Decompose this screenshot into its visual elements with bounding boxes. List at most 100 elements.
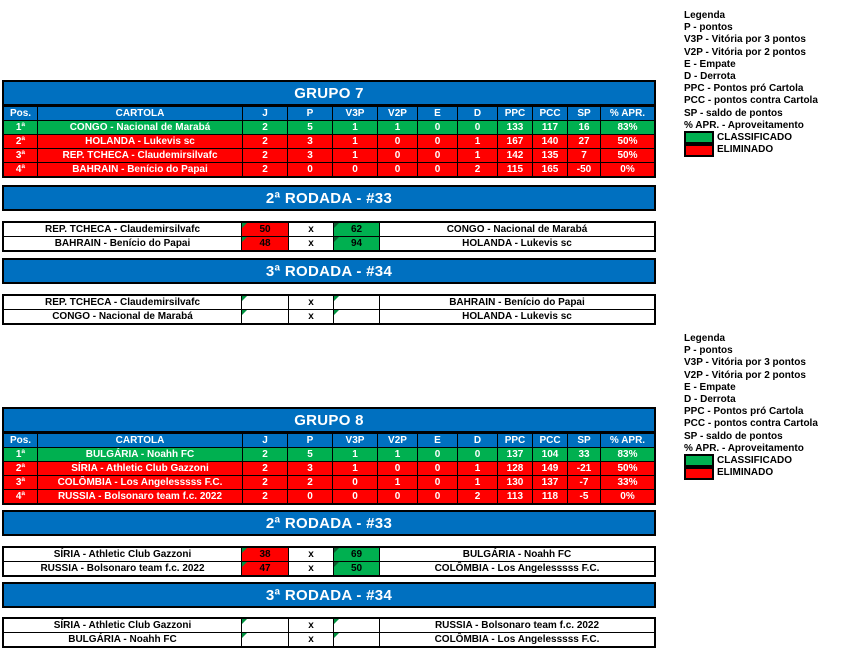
j-cell: 2 — [243, 121, 287, 134]
ppc-cell: 137 — [498, 448, 532, 461]
home-team: SÍRIA - Athletic Club Gazzoni — [4, 548, 241, 561]
v3p-cell: 0 — [333, 490, 377, 503]
cartola-cell: HOLANDA - Lukevis sc — [38, 135, 242, 148]
sp-cell: 7 — [568, 149, 600, 162]
home-team: BAHRAIN - Benício do Papai — [4, 237, 241, 250]
col-header-j: J — [243, 434, 287, 447]
p-cell: 0 — [288, 490, 332, 503]
legend-eliminated-label: ELIMINADO — [717, 144, 774, 156]
j-cell: 2 — [243, 448, 287, 461]
p-cell: 5 — [288, 448, 332, 461]
ppc-cell: 128 — [498, 462, 532, 475]
col-header-e: E — [418, 107, 457, 120]
ppc-cell: 130 — [498, 476, 532, 489]
apr-cell: 83% — [601, 121, 654, 134]
d-cell: 1 — [458, 135, 497, 148]
group7-title-bar: GRUPO 7 — [2, 80, 656, 106]
home-score: 48 — [242, 237, 288, 250]
col-header-sp: SP — [568, 107, 600, 120]
away-score — [334, 296, 379, 309]
sp-cell: -21 — [568, 462, 600, 475]
col-header-apr: % APR. — [601, 434, 654, 447]
pcc-cell: 149 — [533, 462, 567, 475]
legend-eliminated: ELIMINADO — [684, 143, 857, 157]
d-cell: 2 — [458, 490, 497, 503]
col-header-ppc: PPC — [498, 434, 532, 447]
pcc-cell: 118 — [533, 490, 567, 503]
v2p-cell: 0 — [378, 149, 417, 162]
col-header-v3p: V3P — [333, 107, 377, 120]
away-score — [334, 310, 379, 323]
legend-item: PPC - Pontos pró Cartola — [684, 83, 804, 95]
sp-cell: -50 — [568, 163, 600, 176]
col-header-e: E — [418, 434, 457, 447]
j-cell: 2 — [243, 149, 287, 162]
group7-round3-title: 3ª RODADA - #34 — [265, 262, 393, 280]
cartola-cell: CONGO - Nacional de Marabá — [38, 121, 242, 134]
v2p-cell: 1 — [378, 121, 417, 134]
v2p-cell: 1 — [378, 476, 417, 489]
p-cell: 3 — [288, 135, 332, 148]
eliminated-color-swatch — [684, 466, 714, 480]
sp-cell: 16 — [568, 121, 600, 134]
home-score: 50 — [242, 223, 288, 236]
away-score: 94 — [334, 237, 379, 250]
apr-cell: 50% — [601, 462, 654, 475]
legend-item: E - Empate — [684, 58, 736, 70]
group8-standings-table: Pos. CARTOLA J P V3P V2P E D PPC PCC SP … — [2, 432, 656, 505]
cartola-cell: SÍRIA - Athletic Club Gazzoni — [38, 462, 242, 475]
ppc-cell: 115 — [498, 163, 532, 176]
v2p-cell: 1 — [378, 448, 417, 461]
score-separator: x — [289, 633, 333, 646]
d-cell: 1 — [458, 462, 497, 475]
d-cell: 1 — [458, 476, 497, 489]
p-cell: 5 — [288, 121, 332, 134]
col-header-pcc: PCC — [533, 107, 567, 120]
col-header-pcc: PCC — [533, 434, 567, 447]
cartola-cell: RUSSIA - Bolsonaro team f.c. 2022 — [38, 490, 242, 503]
group7-standings-table: Pos. CARTOLA J P V3P V2P E D PPC PCC SP … — [2, 105, 656, 178]
group8-round2-matches: SÍRIA - Athletic Club Gazzoni 38 x 69 BU… — [2, 546, 656, 577]
classified-color-swatch — [684, 454, 714, 468]
legend-item: PCC - pontos contra Cartola — [684, 418, 818, 430]
away-score — [334, 619, 379, 632]
away-team: CONGO - Nacional de Marabá — [380, 223, 654, 236]
col-header-apr: % APR. — [601, 107, 654, 120]
legend-item: SP - saldo de pontos — [684, 430, 783, 442]
cartola-cell: BAHRAIN - Benício do Papai — [38, 163, 242, 176]
legend-classified: CLASSIFICADO — [684, 454, 857, 468]
pcc-cell: 104 — [533, 448, 567, 461]
j-cell: 2 — [243, 163, 287, 176]
pos-cell: 4ª — [4, 490, 37, 503]
group7-round2-matches: REP. TCHECA - Claudemirsilvafc 50 x 62 C… — [2, 221, 656, 252]
v3p-cell: 1 — [333, 121, 377, 134]
pcc-cell: 165 — [533, 163, 567, 176]
e-cell: 0 — [418, 448, 457, 461]
score-separator: x — [289, 619, 333, 632]
pos-cell: 3ª — [4, 476, 37, 489]
legend-item: V3P - Vitória por 3 pontos — [684, 34, 806, 46]
col-header-d: D — [458, 107, 497, 120]
legend-title: Legenda — [684, 333, 726, 344]
col-header-cartola: CARTOLA — [38, 107, 242, 120]
home-score — [242, 296, 288, 309]
col-header-p: P — [288, 107, 332, 120]
col-header-v2p: V2P — [378, 107, 417, 120]
v3p-cell: 1 — [333, 448, 377, 461]
legend-item: V2P - Vitória por 2 pontos — [684, 46, 806, 58]
ppc-cell: 113 — [498, 490, 532, 503]
away-team: COLÔMBIA - Los Angelesssss F.C. — [380, 562, 654, 575]
away-team: HOLANDA - Lukevis sc — [380, 237, 654, 250]
legend-item: % APR. - Aproveitamento — [684, 442, 804, 454]
j-cell: 2 — [243, 135, 287, 148]
cartola-cell: COLÔMBIA - Los Angelesssss F.C. — [38, 476, 242, 489]
home-score: 38 — [242, 548, 288, 561]
v3p-cell: 1 — [333, 462, 377, 475]
ppc-cell: 167 — [498, 135, 532, 148]
e-cell: 0 — [418, 462, 457, 475]
legend-eliminated-label: ELIMINADO — [717, 467, 774, 479]
col-header-ppc: PPC — [498, 107, 532, 120]
away-score: 62 — [334, 223, 379, 236]
score-separator: x — [289, 310, 333, 323]
